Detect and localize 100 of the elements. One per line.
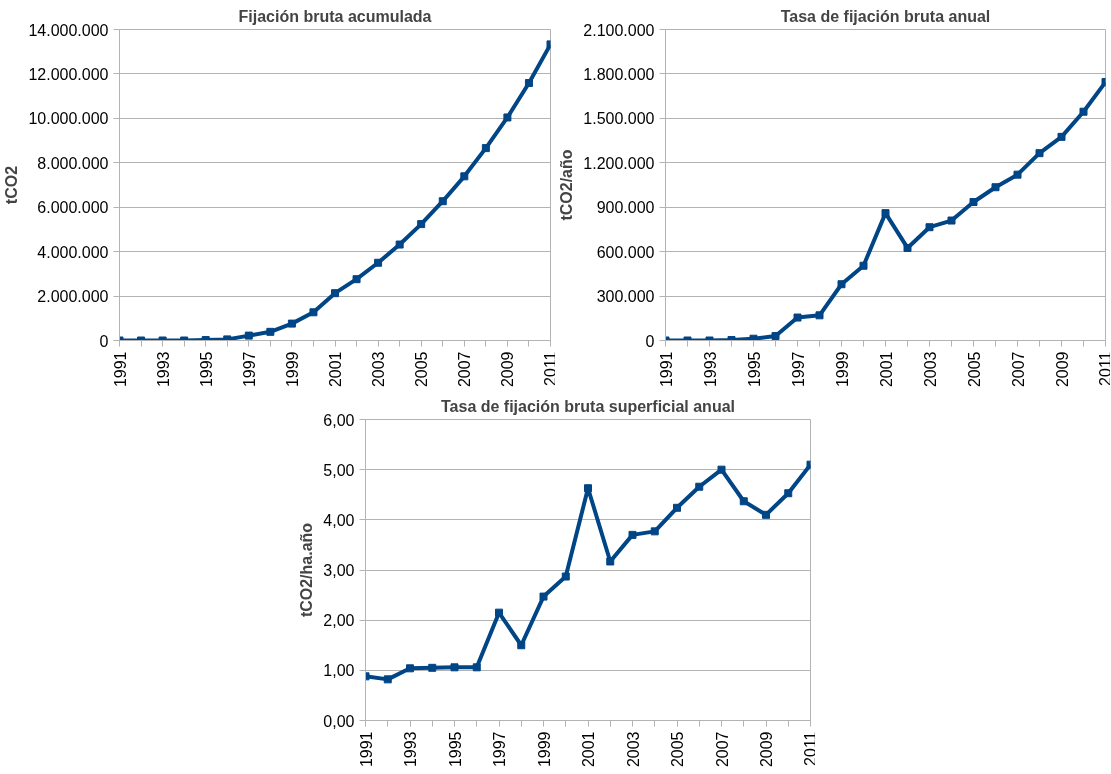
point	[717, 465, 726, 474]
point	[395, 240, 404, 249]
point	[650, 527, 659, 536]
y-tick-label: 2.100.000	[583, 21, 655, 39]
point	[266, 327, 275, 336]
point	[739, 497, 748, 506]
x-tick-label: 2009	[758, 731, 775, 768]
x-tick-label: 2005	[413, 351, 431, 388]
y-tick-label: 8.000.000	[37, 154, 109, 172]
x-tick-label: 1995	[446, 731, 464, 768]
y-tick-label: 1.500.000	[583, 110, 655, 128]
point	[925, 223, 934, 232]
x-tick-label: 1993	[154, 351, 172, 388]
chart-title: Tasa de fijación bruta anual	[780, 7, 991, 25]
point	[383, 675, 392, 684]
y-tick-label: 14.000.000	[28, 21, 109, 39]
point	[331, 289, 339, 298]
y-tick-label: 6.000.000	[37, 199, 109, 217]
x-tick-label: 2003	[370, 351, 388, 388]
point	[428, 663, 437, 672]
point	[287, 319, 296, 328]
point	[524, 79, 533, 88]
point	[503, 113, 512, 122]
y-tick-label: 10.000.000	[28, 110, 109, 128]
point	[881, 209, 890, 218]
point	[244, 331, 253, 340]
y-tick-label: 6,00	[323, 411, 355, 429]
y-tick-label: 3,00	[323, 562, 355, 579]
x-tick-label: 1997	[789, 351, 807, 388]
y-axis-title: tCO2/año	[558, 149, 576, 221]
point	[695, 482, 704, 491]
x-tick-label: 2007	[713, 731, 731, 768]
x-tick-label: 1991	[357, 731, 375, 768]
x-tick-label: 2003	[921, 351, 939, 388]
point	[374, 258, 383, 267]
point	[969, 198, 978, 207]
y-tick-label: 4.000.000	[37, 243, 109, 261]
x-tick-label: 1995	[197, 351, 215, 388]
x-tick-label: 2011	[801, 731, 819, 766]
point	[762, 510, 770, 519]
x-tick-label: 2009	[499, 351, 517, 388]
x-tick-label: 2001	[580, 731, 597, 768]
x-tick-label: 1999	[535, 731, 553, 768]
x-tick-label: 1997	[491, 731, 508, 768]
x-tick-label: 1997	[240, 351, 258, 388]
y-axis-title: tCO2/ha.año	[298, 522, 316, 618]
x-tick-label: 1999	[833, 351, 851, 388]
x-tick-label: 2011	[541, 351, 559, 386]
point	[859, 261, 868, 270]
point	[539, 592, 548, 601]
y-tick-label: 300.000	[596, 288, 655, 306]
x-tick-label: 1999	[283, 351, 301, 388]
x-tick-label: 1993	[701, 351, 719, 388]
x-tick-label: 1991	[111, 351, 129, 388]
point	[417, 220, 426, 229]
y-tick-label: 2,00	[323, 612, 355, 630]
point	[991, 183, 1000, 192]
y-tick-label: 900.000	[596, 199, 655, 217]
point	[606, 557, 615, 566]
point	[1079, 107, 1088, 116]
x-tick-label: 1995	[745, 351, 763, 388]
point	[584, 484, 592, 493]
y-tick-label: 2.000.000	[37, 288, 109, 306]
point	[673, 503, 681, 512]
y-tick-label: 1,00	[323, 662, 355, 680]
y-tick-label: 1.800.000	[583, 65, 655, 83]
point	[481, 144, 490, 153]
point	[1013, 170, 1022, 179]
point	[472, 663, 481, 672]
y-tick-label: 1.200.000	[583, 154, 655, 172]
x-tick-label: 2003	[624, 731, 642, 768]
y-tick-label: 0	[99, 332, 109, 350]
point	[793, 313, 802, 322]
point	[784, 489, 793, 498]
x-tick-label: 2011	[1096, 351, 1111, 386]
point	[771, 332, 780, 341]
point	[450, 663, 459, 672]
point	[495, 608, 503, 617]
point	[309, 308, 318, 317]
y-tick-label: 4,00	[323, 511, 355, 529]
y-tick-label: 12.000.000	[28, 65, 109, 83]
point	[815, 311, 824, 320]
point	[406, 664, 414, 673]
y-tick-label: 5,00	[323, 461, 355, 479]
point	[352, 275, 361, 284]
point	[438, 197, 447, 206]
x-tick-label: 1991	[657, 351, 675, 388]
y-tick-label: 0	[645, 332, 655, 350]
point	[1035, 149, 1044, 158]
x-tick-label: 2005	[669, 731, 686, 768]
y-tick-label: 600.000	[596, 243, 655, 261]
y-tick-label: 0,00	[323, 712, 355, 730]
x-tick-label: 2007	[1009, 351, 1027, 388]
x-tick-label: 2005	[965, 351, 983, 388]
x-tick-label: 2009	[1053, 351, 1071, 388]
point	[947, 216, 956, 225]
point	[1057, 132, 1066, 141]
point	[903, 243, 912, 252]
point	[837, 280, 846, 289]
chart-title: Fijación bruta acumulada	[238, 7, 432, 25]
